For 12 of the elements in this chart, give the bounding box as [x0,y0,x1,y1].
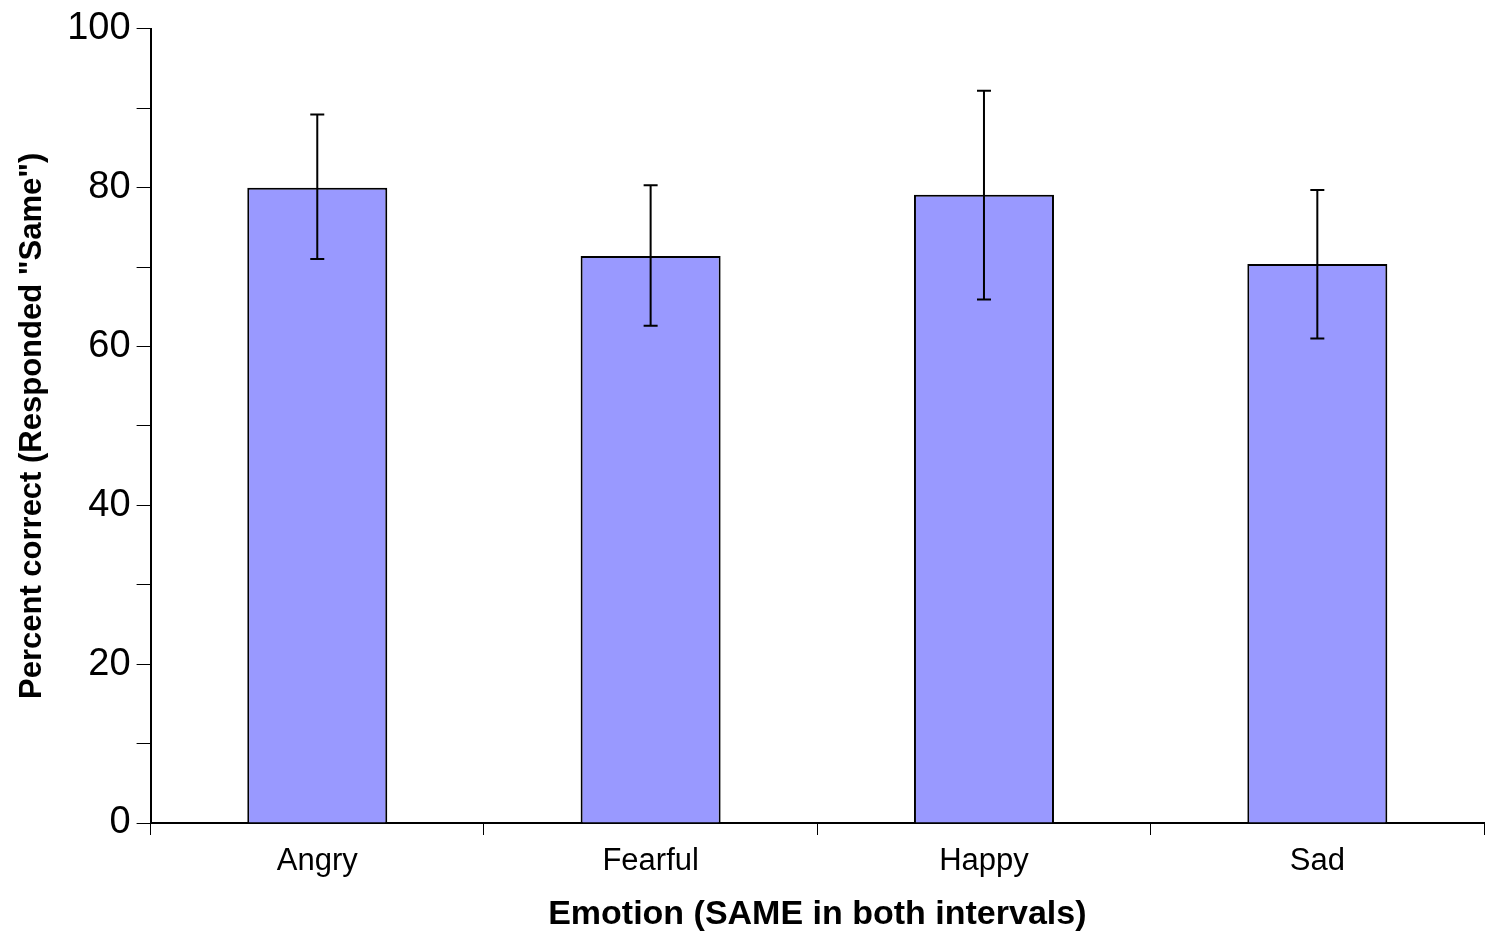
x-tick-label: Happy [939,842,1030,878]
y-tick-label: 100 [67,5,131,48]
y-axis-title: Percent correct (Responded "Same") [13,152,49,700]
x-axis-title: Emotion (SAME in both intervals) [548,892,1087,931]
y-tick-label: 0 [109,799,131,842]
x-tick-label: Sad [1289,842,1345,878]
y-tick-label: 40 [88,481,131,524]
y-tick-label: 80 [88,164,131,207]
x-tick-label: Angry [276,842,359,878]
y-tick-label: 20 [88,640,131,683]
x-tick-label: Fearful [602,842,699,878]
y-tick-label: 60 [88,322,131,365]
